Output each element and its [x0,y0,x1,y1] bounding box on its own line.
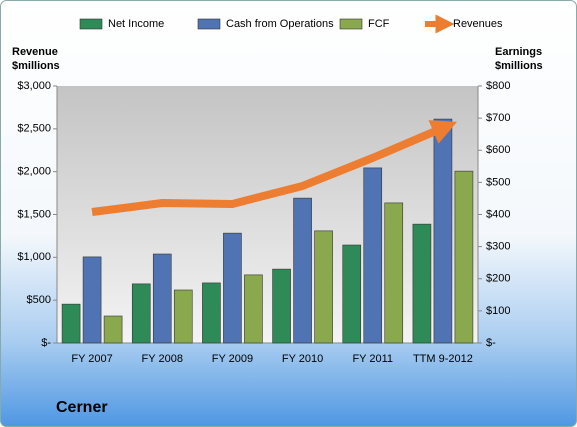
y2-tick-label: $400 [486,208,510,220]
y2-axis-title: $millions [495,60,543,72]
legend-label: Cash from Operations [226,18,334,30]
y-tick-label: $1,000 [17,251,51,263]
x-tick-label: FY 2007 [71,353,112,365]
y-tick-label: $500 [27,294,51,306]
bar [103,315,123,344]
x-tick-label: FY 2011 [352,353,393,365]
bar [342,244,362,344]
bar [314,230,333,344]
y2-tick-label: $- [486,337,496,349]
y-tick-label: $- [41,337,51,349]
y2-tick-label: $600 [486,144,510,156]
bar [433,118,453,344]
bar [412,223,432,344]
legend-swatch [79,18,103,30]
bar [272,268,291,344]
bar [223,232,242,344]
legend-label: Net Income [108,18,164,30]
y2-tick-label: $700 [486,112,510,124]
bar [152,253,172,344]
legend-label: Revenues [453,18,503,30]
bar [173,289,193,344]
bar [202,282,221,344]
legend-swatch [197,18,221,30]
bar [61,303,81,344]
y-tick-label: $2,500 [17,123,51,135]
bar [363,167,383,344]
bar [454,170,474,344]
y2-tick-label: $300 [486,241,510,253]
y-tick-label: $1,500 [17,208,51,220]
bar [82,256,102,344]
y2-tick-label: $100 [486,305,510,317]
y-tick-label: $3,000 [17,80,51,92]
y2-axis-title: Earnings [495,46,542,58]
annotation: Cerner [56,399,108,416]
y-axis-title: $millions [12,60,60,72]
line [91,120,458,216]
y2-tick-label: $500 [486,176,510,188]
bar [384,202,404,344]
plot-area [57,86,478,343]
x-tick-label: FY 2009 [212,353,253,365]
legend-label: FCF [368,18,390,30]
x-tick-label: FY 2008 [142,353,183,365]
y2-tick-label: $800 [486,80,510,92]
bar [293,197,312,344]
y-axis-title: Revenue [12,46,58,58]
x-tick-label: TTM 9-2012 [413,353,473,365]
x-tick-label: FY 2010 [282,353,323,365]
y-tick-label: $2,000 [17,166,51,178]
bar [244,274,263,344]
y2-tick-label: $200 [486,273,510,285]
bar [131,283,151,344]
legend-swatch [339,18,363,30]
